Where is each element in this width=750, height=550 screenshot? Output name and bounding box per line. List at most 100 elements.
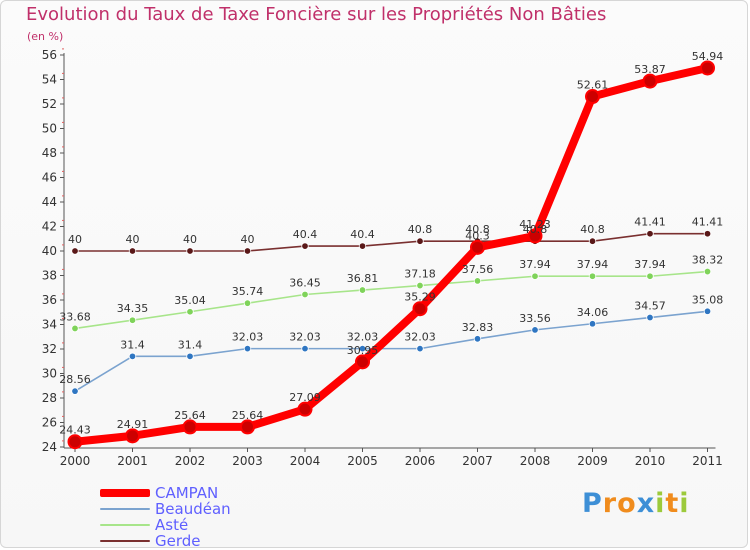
data-point-asté [531,272,539,280]
legend-item-asté: Asté [100,516,300,534]
data-label-asté: 35.74 [232,285,264,298]
data-label-campan: 40.3 [465,229,490,242]
data-label-asté: 37.18 [404,268,436,281]
logo-letter: t [665,488,680,519]
data-label-gerde: 40.8 [465,223,490,236]
data-label-gerde: 40.4 [293,228,318,241]
x-tick-label: 2002 [175,454,206,468]
data-label-asté: 36.81 [347,272,379,285]
data-point-gerde [703,230,712,238]
data-point-beaudéan [473,335,482,343]
legend-item-gerde: Gerde [100,532,300,550]
data-label-asté: 38.32 [692,254,724,267]
data-label-gerde: 40 [241,233,255,246]
proxiti-logo: Proxiti [582,488,690,519]
data-point-beaudéan [186,352,194,361]
legend-swatch [100,508,150,510]
data-point-beaudéan [646,313,654,322]
data-label-asté: 33.68 [59,310,91,323]
data-point-gerde [186,247,194,255]
data-point-beaudéan [531,326,539,334]
chart-title: Evolution du Taux de Taxe Foncière sur l… [26,4,607,25]
x-tick-label: 2011 [692,454,723,468]
x-tick-label: 2006 [405,454,436,468]
data-point-gerde [646,230,654,238]
y-tick-label: 38 [42,269,57,283]
data-point-asté [128,316,137,324]
legend-label: CAMPAN [155,484,219,502]
y-tick-label: 46 [42,171,57,185]
data-label-asté: 37.94 [577,258,609,271]
data-point-beaudéan [416,344,424,353]
data-label-campan: 24.91 [117,418,149,431]
data-point-gerde [243,247,252,255]
data-label-beaudéan: 32.03 [347,331,379,344]
y-tick-label: 50 [42,122,57,136]
data-label-beaudéan: 35.08 [692,293,724,306]
data-label-gerde: 40 [183,233,197,246]
x-tick-label: 2000 [60,454,91,468]
data-label-campan: 30.95 [347,344,379,357]
y-tick-label: 44 [42,195,57,209]
data-label-campan: 35.29 [404,291,436,304]
data-label-asté: 35.04 [174,294,206,307]
data-point-beaudéan [358,344,367,353]
y-tick-label: 52 [42,97,57,111]
data-label-campan: 24.43 [59,424,91,437]
y-tick-label: 36 [42,293,57,307]
data-label-beaudéan: 34.57 [634,300,666,313]
data-point-campan [412,301,428,317]
data-point-beaudéan [243,344,252,353]
data-point-campan [355,354,370,370]
data-point-asté [71,324,79,333]
logo-letter: o [617,488,637,519]
data-label-asté: 37.94 [519,258,551,271]
legend-item-campan: CAMPAN [100,484,300,502]
data-label-beaudéan: 34.06 [577,306,609,319]
data-label-gerde: 40.4 [350,228,375,241]
data-point-asté [703,267,712,276]
x-tick-label: 2010 [635,454,666,468]
logo-letter: x [636,488,656,519]
legend-label: Asté [155,516,189,534]
legend: CAMPAN Beaudéan Asté Gerde [100,484,300,550]
data-label-gerde: 40 [68,233,82,246]
x-tick-label: 2005 [347,454,378,468]
y-tick-label: 26 [42,416,57,430]
data-point-asté [301,290,309,299]
data-point-campan [125,428,140,444]
data-label-campan: 54.94 [692,50,724,63]
logo-letter: i [679,488,690,519]
data-point-gerde [588,237,597,245]
legend-label: Beaudéan [155,500,231,518]
data-label-gerde: 40.8 [408,223,433,236]
y-tick-label: 40 [42,244,57,258]
x-tick-label: 2003 [232,454,263,468]
data-point-gerde [301,242,309,250]
logo-letter: i [655,488,666,519]
logo-letter: r [602,488,618,519]
data-label-campan: 52.61 [577,79,609,92]
y-tick-label: 24 [42,440,57,454]
legend-swatch [100,489,150,497]
data-point-campan [700,60,715,76]
data-label-asté: 36.45 [289,276,321,289]
series-line-gerde [74,232,709,252]
data-point-campan [182,419,198,435]
legend-label: Gerde [155,532,201,550]
data-point-beaudéan [301,344,309,353]
y-tick-label: 48 [42,146,57,160]
data-point-asté [416,281,424,290]
data-point-asté [473,277,482,285]
y-tick-label: 32 [42,342,57,356]
data-point-campan [642,73,658,89]
data-point-asté [358,286,367,294]
x-tick-label: 2009 [577,454,608,468]
data-label-beaudéan: 32.03 [289,331,321,344]
x-tick-label: 2004 [290,454,321,468]
logo-letter: P [582,488,603,519]
x-tick-label: 2001 [117,454,148,468]
data-point-beaudéan [128,352,137,361]
data-point-asté [646,272,654,280]
